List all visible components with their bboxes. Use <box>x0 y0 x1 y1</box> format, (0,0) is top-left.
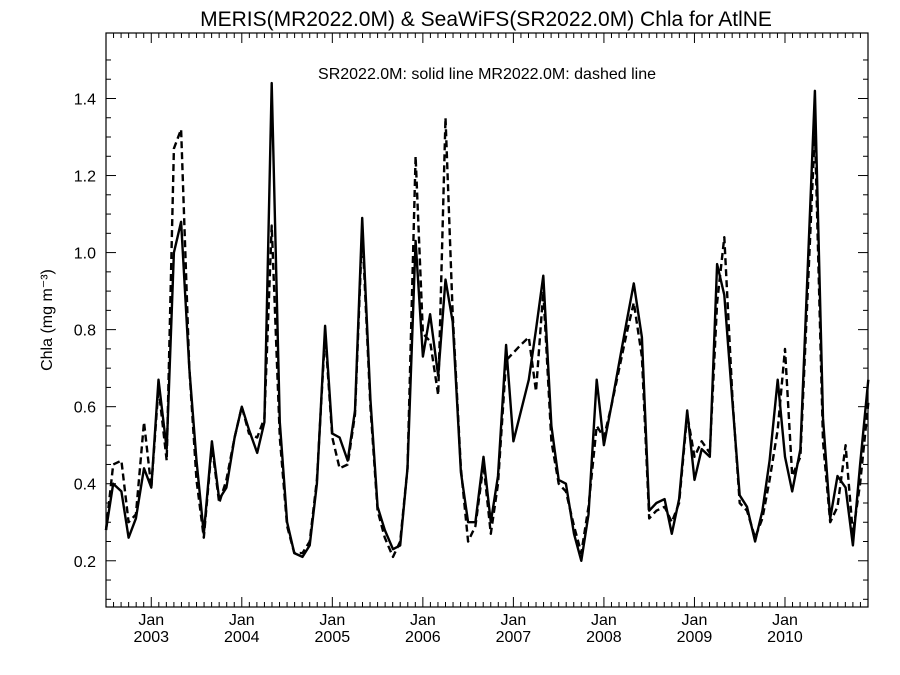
x-tick-year-label: 2009 <box>677 629 713 646</box>
x-axis: Jan2003Jan2004Jan2005Jan2006Jan2007Jan20… <box>105 33 869 646</box>
series-layer <box>104 81 870 562</box>
x-tick-month-label: Jan <box>319 612 345 629</box>
x-tick-year-label: 2007 <box>496 629 532 646</box>
y-axis-label: Chla (mg m⁻³) <box>39 269 56 371</box>
legend-annotation: SR2022.0M: solid line MR2022.0M: dashed … <box>318 66 656 83</box>
x-tick-month-label: Jan <box>229 612 255 629</box>
x-tick-month-label: Jan <box>500 612 526 629</box>
y-tick-label: 0.8 <box>74 323 96 340</box>
y-tick-label: 1.2 <box>74 169 96 186</box>
y-tick-label: 0.6 <box>74 400 96 417</box>
x-tick-year-label: 2010 <box>767 629 803 646</box>
y-tick-label: 1.4 <box>74 91 96 108</box>
x-tick-year-label: 2003 <box>133 629 169 646</box>
x-tick-month-label: Jan <box>772 612 798 629</box>
series-line-mr2022-0m <box>104 116 870 559</box>
x-tick-month-label: Jan <box>682 612 708 629</box>
series-line-sr2022-0m <box>104 81 870 562</box>
x-tick-month-label: Jan <box>591 612 617 629</box>
x-tick-year-label: 2005 <box>315 629 351 646</box>
y-tick-label: 1.0 <box>74 246 96 263</box>
y-tick-label: 0.4 <box>74 477 96 494</box>
plot-frame <box>105 32 869 608</box>
x-tick-year-label: 2006 <box>405 629 441 646</box>
x-tick-year-label: 2008 <box>586 629 622 646</box>
x-tick-month-label: Jan <box>410 612 436 629</box>
x-tick-year-label: 2004 <box>224 629 260 646</box>
chart-title: MERIS(MR2022.0M) & SeaWiFS(SR2022.0M) Ch… <box>200 8 772 31</box>
y-tick-label: 0.2 <box>74 554 96 571</box>
x-tick-month-label: Jan <box>138 612 164 629</box>
